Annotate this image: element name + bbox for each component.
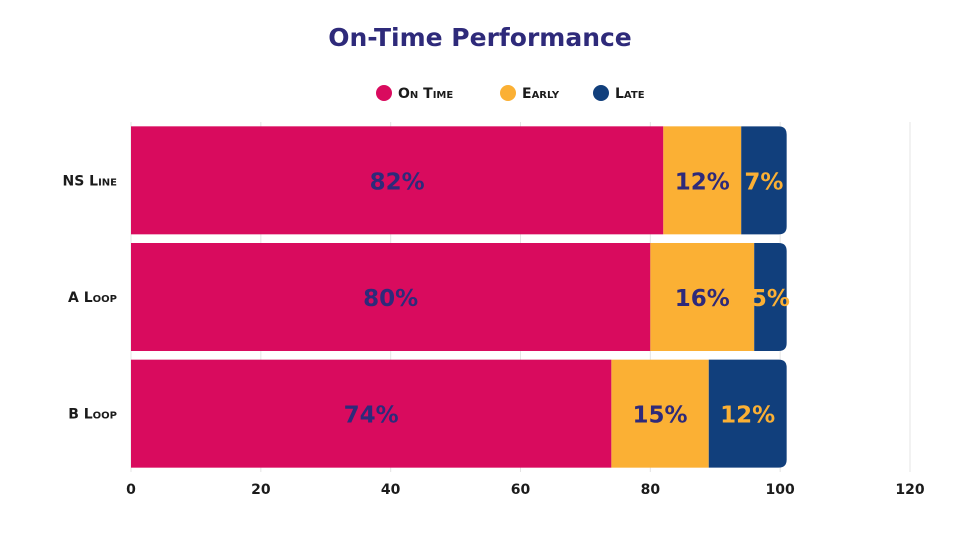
category-label-ns-line: NS Line: [62, 173, 117, 189]
legend-swatch-on-time: [376, 85, 392, 101]
category-label-a-loop: A Loop: [68, 290, 117, 306]
data-label-b-loop-late: 12%: [720, 403, 775, 429]
legend-label-late: Late: [615, 86, 645, 102]
category-axis: NS Line A Loop B Loop: [62, 173, 117, 422]
x-tick-label-40: 40: [381, 482, 401, 498]
legend-label-early: Early: [522, 86, 560, 102]
data-label-ns-line-late: 7%: [744, 169, 783, 195]
bar-b-loop-on-time: [131, 359, 612, 468]
bar-ns-line-on-time: [131, 126, 664, 235]
data-label-b-loop-on-time: 74%: [344, 403, 399, 429]
bar-b-loop-early: [611, 359, 709, 468]
category-label-b-loop: B Loop: [68, 407, 117, 423]
data-label-ns-line-on-time: 82%: [370, 169, 425, 195]
bar-a-loop-on-time: [131, 243, 651, 351]
bar-a-loop-early: [650, 243, 755, 351]
data-label-ns-line-early: 12%: [675, 169, 730, 195]
data-labels: 82% 12% 7% 80% 16% 5% 74% 15% 12%: [344, 169, 790, 428]
data-label-a-loop-on-time: 80%: [363, 286, 418, 312]
x-tick-label-60: 60: [511, 482, 531, 498]
legend-swatch-late: [593, 85, 609, 101]
x-tick-label-120: 120: [895, 482, 924, 498]
bars: [131, 126, 787, 468]
x-tick-label-100: 100: [766, 482, 795, 498]
x-tick-label-0: 0: [126, 482, 136, 498]
x-tick-label-80: 80: [641, 482, 661, 498]
bar-ns-line-early: [663, 126, 742, 235]
data-label-a-loop-early: 16%: [675, 286, 730, 312]
value-axis: 0 20 40 60 80 100 120: [126, 482, 925, 498]
x-tick-label-20: 20: [251, 482, 271, 498]
chart-title: On-Time Performance: [328, 23, 632, 52]
bar-b-loop-late: [708, 359, 787, 468]
legend-swatch-early: [500, 85, 516, 101]
bar-a-loop-late: [754, 243, 787, 351]
bar-ns-line-late: [741, 126, 787, 235]
data-label-b-loop-early: 15%: [633, 403, 688, 429]
legend: On Time Early Late: [376, 85, 645, 102]
legend-label-on-time: On Time: [398, 86, 453, 102]
data-label-a-loop-late: 5%: [751, 286, 790, 312]
